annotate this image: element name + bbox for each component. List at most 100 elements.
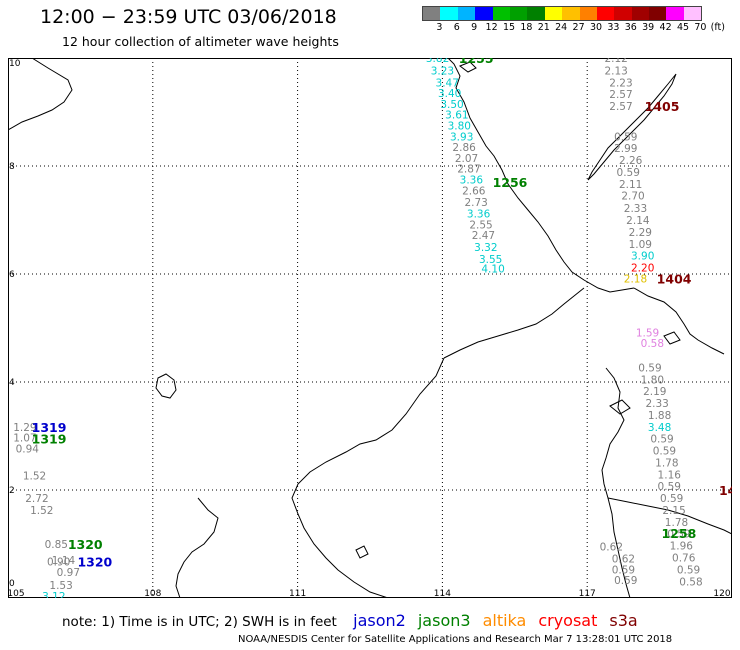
wave-height-label: 1.53 <box>49 580 72 592</box>
wave-height-label: 2.73 <box>464 197 487 209</box>
wave-height-label: 0.59 <box>677 564 700 576</box>
legend-swatch <box>649 7 667 20</box>
legend-label: 39 <box>642 22 655 33</box>
wave-height-label: 2.11 <box>619 179 642 191</box>
coastline-borneo-north <box>447 58 635 293</box>
wave-height-label: 3.23 <box>431 65 454 77</box>
wave-height-label: 3.40 <box>438 88 461 100</box>
wave-height-label: 2.14 <box>626 215 650 227</box>
y-tick-label: 10 <box>9 59 21 69</box>
wave-height-label: 0.59 <box>638 362 661 374</box>
wave-height-label: 2.86 <box>452 142 476 154</box>
wave-height-label: 0.59 <box>653 446 676 458</box>
wave-height-label: 3.90 <box>631 251 654 263</box>
y-tick-label: 8 <box>9 162 15 172</box>
legend-label: 27 <box>572 22 585 33</box>
wave-height-label: 1.16 <box>658 469 682 481</box>
legend-label: 33 <box>607 22 620 33</box>
footer-note: note: 1) Time is in UTC; 2) SWH is in fe… <box>62 614 337 630</box>
pass-time-label: 1319 <box>32 420 67 435</box>
wave-height-label: 2.23 <box>609 77 632 89</box>
legend-swatch <box>492 7 510 20</box>
legend-swatches <box>422 6 703 21</box>
legend-swatch <box>631 7 650 20</box>
legend-label: 24 <box>555 22 568 33</box>
coastline-riau <box>175 497 219 598</box>
wave-height-label: 1.59 <box>636 327 659 339</box>
legend-swatch <box>596 7 615 20</box>
wave-height-label: 0.76 <box>672 553 696 565</box>
legend-label: 6 <box>453 22 460 33</box>
wave-height-label: 1.52 <box>23 470 46 482</box>
satellite-altika: altika <box>482 611 527 630</box>
wave-height-label: 0.62 <box>612 554 635 566</box>
legend-swatch <box>579 7 597 20</box>
footer-legend: note: 1) Time is in UTC; 2) SWH is in fe… <box>62 611 638 630</box>
satellite-jason2: jason2 <box>353 611 406 630</box>
legend-label: 18 <box>520 22 533 33</box>
wave-height-label: 0.85 <box>45 539 68 551</box>
coastline-sulawesi-north <box>601 367 631 598</box>
island-small-3 <box>609 399 631 415</box>
wave-height-label: 2.33 <box>624 203 647 215</box>
coastline-borneo-central <box>443 287 585 359</box>
x-tick-label: 111 <box>289 589 306 598</box>
wave-height-label: 2.26 <box>619 155 643 167</box>
wave-height-label: 0.58 <box>679 576 702 588</box>
x-tick-label: 105 <box>8 589 25 598</box>
wave-height-label: 2.72 <box>25 493 48 505</box>
wave-height-label: 1.96 <box>670 541 694 553</box>
wave-height-label: 0.59 <box>667 529 690 541</box>
pass-time-label: 1320 <box>77 554 112 569</box>
legend-swatch <box>457 7 476 20</box>
coastline-borneo-west <box>291 357 445 598</box>
satellite-s3a: s3a <box>609 611 638 630</box>
legend-swatch <box>440 7 458 20</box>
legend-swatch <box>475 7 493 20</box>
legend-swatch <box>544 7 563 20</box>
legend-labels: 3 6 9 12 15 18 21 24 27 30 33 36 39 42 45 70 (ft) <box>422 21 725 35</box>
legend-label: (ft) <box>710 22 725 33</box>
legend-swatch <box>423 7 441 20</box>
wave-height-label: 1.80 <box>641 374 664 386</box>
wave-height-label: 4.10 <box>481 264 504 276</box>
satellite-jason3: jason3 <box>417 611 471 630</box>
pass-time-label: 1319 <box>32 432 67 447</box>
legend-label: 15 <box>502 22 516 33</box>
legend-swatch <box>666 7 684 20</box>
map-frame <box>8 58 732 598</box>
wave-height-label: 3.82 <box>426 58 449 65</box>
wave-height-label: 2.13 <box>604 65 627 77</box>
legend-label: 45 <box>676 22 690 33</box>
legend-swatch <box>683 7 702 20</box>
legend-label: 36 <box>624 22 637 33</box>
x-tick-label: 117 <box>579 589 596 598</box>
wave-height-label: 0.58 <box>641 338 664 350</box>
wave-height-label: 2.55 <box>469 219 492 231</box>
wave-height-label: 1.29 <box>13 422 36 434</box>
pass-time-label: 1258 <box>662 526 697 541</box>
wave-height-label: 2.07 <box>455 153 478 165</box>
wave-height-label: 1.78 <box>665 517 688 529</box>
pass-time-label: 1256 <box>493 175 528 190</box>
pass-time-label: 1320 <box>68 537 103 552</box>
island-small-1 <box>355 545 369 559</box>
wave-height-label: 2.57 <box>609 89 632 101</box>
legend-swatch <box>527 7 545 20</box>
coastline-sabah-east <box>633 287 725 355</box>
wave-height-label: 3.55 <box>479 254 502 266</box>
wave-height-label: 1.88 <box>648 410 671 422</box>
observation-labels: 3.823.233.473.403.503.613.803.932.862.07… <box>13 58 702 598</box>
legend-label: 30 <box>589 22 603 33</box>
legend-swatch <box>614 7 632 20</box>
wave-height-label: 2.19 <box>643 386 666 398</box>
wave-height-label: 3.36 <box>460 175 484 187</box>
y-tick-label: 2 <box>9 486 15 496</box>
wave-height-label: 1.07 <box>13 433 36 445</box>
wave-height-label: 0.62 <box>600 542 623 554</box>
wave-height-label: 3.36 <box>467 209 491 221</box>
wave-height-label: 0.97 <box>57 567 80 579</box>
wave-height-label: 2.87 <box>457 164 480 176</box>
